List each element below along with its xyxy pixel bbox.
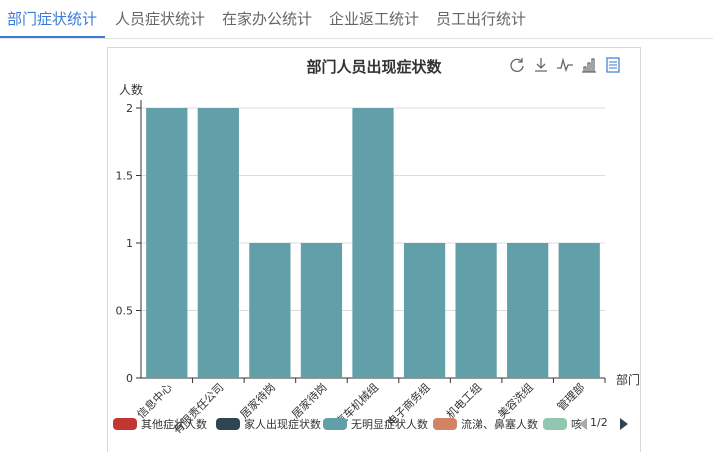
bar xyxy=(403,243,446,378)
legend-prev-page-icon[interactable] xyxy=(578,418,588,430)
bar xyxy=(558,243,600,378)
tab-home-office-stats[interactable]: 在家办公统计 xyxy=(222,10,313,28)
bar xyxy=(352,108,394,378)
data-view-icon[interactable] xyxy=(604,56,622,74)
tab-bar: 部门症状统计 人员症状统计 在家办公统计 企业返工统计 员工出行统计 xyxy=(0,0,713,39)
tab-staff-symptom-stats[interactable]: 人员症状统计 xyxy=(115,10,206,28)
bar-chart-icon[interactable] xyxy=(580,56,598,74)
chart-panel: 部门人员出现症状数 人数 部门 0 0.5 1 1.5 2 信息中心 有限责任公司 居家待岗居… xyxy=(107,47,641,452)
line-chart-icon[interactable] xyxy=(556,56,574,74)
legend-swatch xyxy=(323,418,347,430)
legend-next-page-icon[interactable] xyxy=(619,418,629,430)
bar xyxy=(300,243,343,378)
legend-label: 家人出现症状数 xyxy=(244,418,321,431)
legend-swatch xyxy=(433,418,457,430)
legend-swatch xyxy=(543,418,567,430)
legend-page-indicator: 1/2 xyxy=(590,416,608,429)
y-tick-label: 1 xyxy=(126,237,133,250)
chart-title: 部门人员出现症状数 xyxy=(306,58,442,76)
tab-staff-travel-stats[interactable]: 员工出行统计 xyxy=(436,10,527,28)
tab-dept-symptom-stats[interactable]: 部门症状统计 xyxy=(7,10,98,28)
x-axis-label: 部门 xyxy=(616,373,641,387)
bar xyxy=(507,243,549,378)
tab-return-to-work-stats[interactable]: 企业返工统计 xyxy=(329,10,420,28)
legend-swatch xyxy=(216,418,240,430)
bar xyxy=(146,108,188,378)
download-icon[interactable] xyxy=(532,56,550,74)
chart-legend: 其他症状人数 家人出现症状数 无明显症状人数 流涕、鼻塞人数 咳 1/2 xyxy=(108,410,640,436)
legend-label: 咳 xyxy=(571,418,582,431)
legend-label: 其他症状人数 xyxy=(141,418,207,431)
legend-swatch xyxy=(113,418,137,430)
y-axis-label: 人数 xyxy=(119,83,144,97)
legend-label: 无明显症状人数 xyxy=(351,418,428,431)
y-tick-label: 1.5 xyxy=(116,170,134,183)
bar xyxy=(455,243,497,378)
refresh-icon[interactable] xyxy=(508,56,526,74)
legend-label: 流涕、鼻塞人数 xyxy=(461,418,538,431)
y-tick-label: 0 xyxy=(126,372,133,385)
bar xyxy=(197,108,239,378)
active-tab-indicator xyxy=(0,36,105,38)
bar xyxy=(249,243,291,378)
x-tick-label: 管理部 xyxy=(554,380,587,413)
y-tick-label: 0.5 xyxy=(116,305,134,318)
y-tick-label: 2 xyxy=(126,102,133,115)
